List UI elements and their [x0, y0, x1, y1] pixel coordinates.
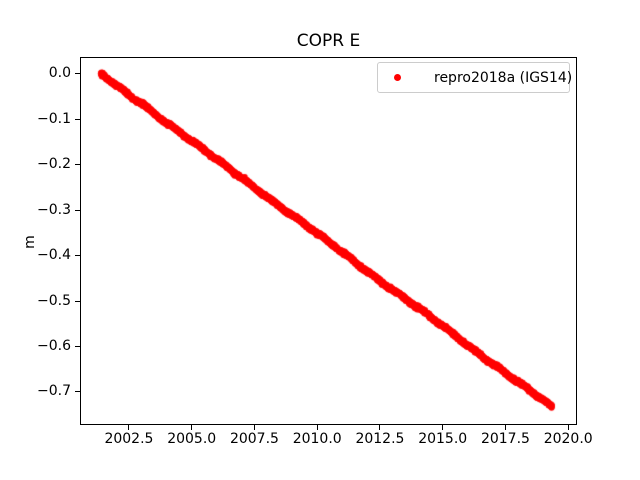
x-tick-mark — [379, 425, 381, 430]
y-tick-label: −0.5 — [37, 292, 71, 309]
x-tick-mark — [567, 425, 569, 430]
chart-title: COPR E — [296, 31, 361, 51]
y-tick-mark — [75, 118, 80, 120]
y-tick-mark — [75, 345, 80, 347]
y-tick-label: −0.2 — [37, 156, 71, 173]
y-tick-mark — [75, 164, 80, 166]
y-tick-mark — [75, 209, 80, 211]
x-tick-mark — [316, 425, 318, 430]
y-tick-label: −0.3 — [37, 201, 71, 218]
x-tick-label: 2015.0 — [418, 431, 468, 447]
y-tick-label: −0.7 — [37, 383, 71, 400]
y-tick-mark — [75, 300, 80, 302]
x-tick-mark — [504, 425, 506, 430]
x-tick-mark — [442, 425, 444, 430]
y-tick-label: 0.0 — [48, 65, 71, 82]
x-tick-mark — [128, 425, 130, 430]
legend-label: repro2018a (IGS14) — [434, 69, 573, 86]
scatter-series-canvas — [80, 57, 577, 425]
y-tick-label: −0.1 — [37, 110, 71, 127]
x-tick-label: 2002.5 — [104, 431, 154, 447]
x-tick-label: 2017.5 — [480, 431, 530, 447]
y-tick-mark — [75, 391, 80, 393]
y-tick-mark — [75, 255, 80, 257]
y-tick-mark — [75, 73, 80, 75]
legend: repro2018a (IGS14) — [377, 62, 573, 93]
x-tick-label: 2005.0 — [167, 431, 217, 447]
y-tick-label: −0.6 — [37, 337, 71, 354]
x-tick-label: 2010.0 — [292, 431, 342, 447]
y-tick-label: −0.4 — [37, 247, 71, 264]
x-tick-label: 2007.5 — [229, 431, 279, 447]
x-tick-mark — [191, 425, 193, 430]
x-tick-mark — [253, 425, 255, 430]
x-tick-label: 2012.5 — [355, 431, 405, 447]
x-tick-label: 2020.0 — [543, 431, 593, 447]
legend-dot-marker-icon — [394, 74, 401, 81]
